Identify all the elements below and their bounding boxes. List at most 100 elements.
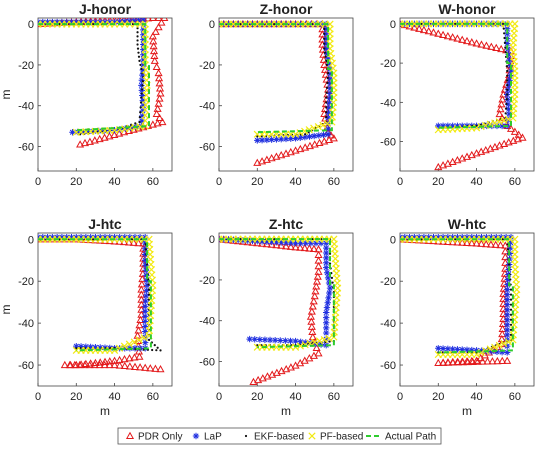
y-tick-label: 0 (390, 234, 396, 246)
data-point (282, 337, 289, 344)
data-point (453, 358, 463, 366)
data-point (85, 137, 94, 145)
x-axis-label: m (462, 404, 472, 418)
data-point (509, 298, 513, 301)
data-point (500, 139, 509, 147)
data-point (134, 122, 137, 125)
chart-panel: 0 20 40 60 0 -20 -40 -60 J-honor m (0, 1, 173, 188)
data-point (325, 294, 332, 302)
data-point (300, 243, 309, 252)
legend-item: EKF-based (244, 432, 304, 443)
data-point (439, 233, 447, 241)
data-point (498, 20, 506, 28)
x-tick-label: 40 (289, 176, 301, 188)
data-point (150, 56, 159, 64)
data-point (142, 239, 149, 247)
data-point (141, 80, 145, 83)
data-point (509, 288, 513, 291)
data-point (263, 238, 271, 245)
data-point (100, 133, 109, 141)
data-point (308, 302, 317, 310)
legend-label: EKF-based (254, 432, 304, 443)
data-point (323, 25, 330, 33)
data-point (478, 357, 487, 365)
data-point (153, 104, 162, 112)
data-point (63, 233, 70, 241)
data-point (153, 344, 156, 347)
data-point (271, 337, 279, 344)
data-point (415, 233, 423, 241)
data-point (473, 357, 482, 365)
data-point (458, 154, 467, 162)
data-point (434, 358, 443, 367)
x-tick-label: 60 (147, 391, 159, 403)
series-actual-path (38, 238, 152, 352)
data-point (468, 346, 475, 354)
data-point (154, 22, 163, 31)
data-point (453, 34, 462, 42)
data-point (92, 238, 95, 241)
data-point (140, 61, 147, 69)
data-point (507, 239, 514, 246)
data-point (101, 233, 109, 241)
data-point (467, 238, 476, 247)
data-point (286, 147, 295, 156)
data-point (503, 41, 507, 44)
data-point (138, 117, 146, 125)
data-point (315, 138, 324, 147)
data-point (324, 131, 332, 138)
data-point (509, 308, 513, 311)
data-point (69, 129, 76, 136)
data-point (504, 321, 511, 328)
data-point (139, 92, 146, 99)
data-point (307, 240, 315, 247)
data-point (324, 55, 332, 62)
data-point (151, 348, 154, 352)
data-point (325, 63, 328, 67)
chart-panel: 0 20 40 60 0 -20 -40 -60 W-htc m (380, 216, 535, 418)
data-point (458, 357, 467, 366)
data-point (68, 233, 75, 241)
data-point (324, 125, 332, 133)
data-point (509, 318, 513, 321)
data-point (310, 292, 319, 300)
data-point (411, 233, 418, 241)
y-tick-label: -60 (18, 360, 34, 372)
data-point (138, 82, 145, 89)
data-point (509, 136, 518, 144)
data-point (502, 27, 505, 30)
data-point (425, 233, 432, 241)
data-point (100, 357, 110, 365)
data-point (309, 351, 318, 359)
data-point (498, 356, 507, 365)
series-layer (38, 18, 169, 148)
series-layer (38, 233, 165, 373)
data-point (439, 30, 448, 38)
data-point (419, 25, 428, 34)
series-actual-path (38, 23, 150, 132)
data-point (481, 145, 490, 154)
data-point (506, 74, 509, 77)
data-point (491, 240, 500, 248)
data-point (85, 128, 92, 135)
data-point (504, 276, 512, 283)
data-point (142, 257, 149, 264)
data-point (509, 303, 513, 306)
data-point (492, 43, 501, 52)
data-point (139, 66, 147, 74)
data-point (267, 154, 276, 162)
y-tick-label: -40 (199, 101, 215, 113)
data-point (505, 98, 508, 101)
data-point (291, 146, 300, 154)
data-point (251, 336, 258, 343)
data-point (478, 233, 485, 241)
data-point (39, 233, 46, 241)
data-point (131, 23, 135, 26)
data-point (148, 18, 157, 22)
chart-panel: 0 20 40 60 0 -20 -40 -60 J-htc m m (0, 216, 173, 418)
data-point (142, 251, 149, 258)
data-point (101, 344, 109, 351)
data-point (463, 357, 472, 366)
series-actual-path (219, 23, 333, 134)
data-point (140, 18, 147, 24)
